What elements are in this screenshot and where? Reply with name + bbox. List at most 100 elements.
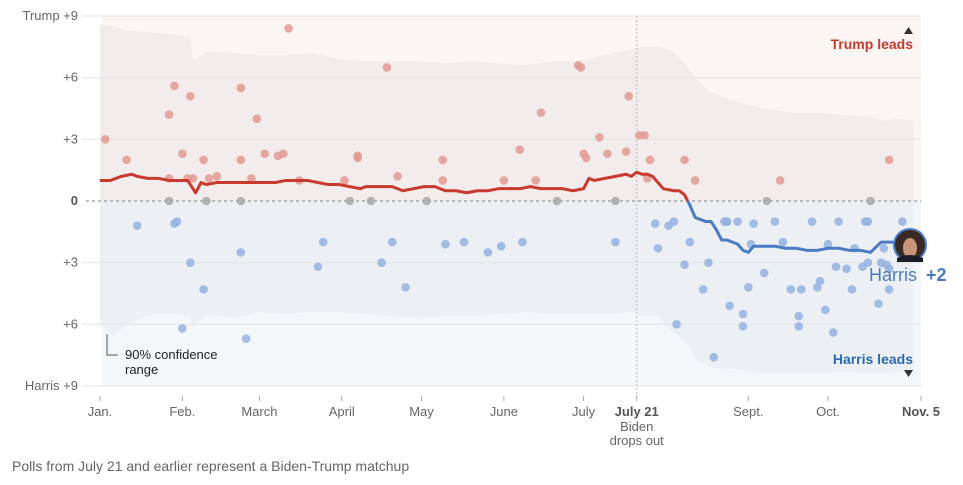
poll-dot [698, 285, 708, 294]
poll-dot [178, 324, 187, 333]
poll-dot [738, 322, 748, 331]
poll-dot [164, 196, 174, 206]
x-tick-sublabel: Biden [620, 419, 653, 434]
confidence-label-line2: range [125, 362, 158, 377]
gridlines [82, 15, 921, 387]
poll-dot [722, 217, 732, 226]
poll-dot [863, 217, 873, 226]
footnote: Polls from July 21 and earlier represent… [12, 458, 410, 474]
poll-dot [204, 174, 214, 183]
poll-dot [199, 285, 208, 294]
y-axis: Trump +9 +6 +3 0 +3 +6 Harris +9 [22, 8, 78, 393]
x-tick-label: Nov. 5 [902, 404, 940, 419]
poll-dot [459, 237, 469, 247]
poll-dot [807, 217, 817, 226]
poll-dot [621, 147, 631, 156]
poll-dot [188, 174, 198, 183]
poll-dot [842, 264, 851, 274]
poll-dot [775, 176, 785, 185]
poll-dot [499, 176, 509, 185]
poll-dot [640, 130, 649, 140]
poll-dot [884, 285, 894, 294]
poll-dot [518, 237, 527, 247]
poll-dot [669, 217, 679, 226]
poll-dot [738, 309, 748, 319]
harris-leads-label: Harris leads [833, 351, 913, 367]
poll-dot [581, 153, 591, 163]
poll-dot [847, 285, 857, 294]
poll-dot [441, 239, 450, 249]
poll-dot [829, 328, 838, 337]
poll-dot [164, 110, 174, 119]
x-tick-label: April [329, 404, 355, 419]
poll-dot [879, 243, 889, 253]
poll-dot [178, 149, 187, 159]
poll-dot [552, 196, 562, 206]
poll-dot [704, 258, 713, 267]
poll-dot [172, 217, 182, 226]
confidence-band-upper [100, 24, 914, 201]
poll-dot [483, 248, 493, 257]
x-tick-label: July [572, 404, 596, 419]
poll-dot [101, 135, 110, 144]
poll-dot [247, 174, 256, 183]
poll-dot [863, 258, 873, 267]
current-margin-label: Harris +2 [869, 265, 947, 285]
poll-dot [651, 219, 660, 228]
poll-dot [680, 155, 689, 165]
confidence-band-layer [100, 24, 914, 374]
poll-dot [786, 285, 796, 294]
poll-dot [794, 322, 804, 331]
poll-dot [770, 217, 780, 226]
poll-dot [821, 305, 830, 315]
poll-dot [186, 258, 195, 267]
annotations: Trump leads Harris leads 90% confidence … [106, 27, 947, 377]
poll-dot [313, 262, 323, 272]
x-tick-sublabel: drops out [610, 433, 665, 448]
down-arrow-icon [904, 370, 913, 377]
poll-dot [252, 114, 262, 124]
x-tick-label: July 21 [615, 404, 659, 419]
poll-dot [725, 301, 734, 311]
y-tick-label: +3 [63, 131, 78, 146]
poll-dot [797, 285, 806, 294]
x-tick-label: Oct. [816, 404, 840, 419]
poll-dot [749, 219, 758, 228]
harris-trend-line [686, 200, 914, 254]
poll-dot [815, 276, 825, 286]
poll-dot [884, 264, 894, 274]
poll-dot [672, 320, 681, 329]
poll-dot [345, 196, 355, 206]
x-tick-label: Sept. [733, 404, 763, 419]
poll-dot [422, 196, 432, 206]
poll-dot [653, 243, 663, 253]
trend-lines [100, 170, 914, 254]
poll-dot [874, 299, 883, 309]
poll-dot [186, 91, 195, 101]
poll-dot [236, 196, 246, 206]
poll-dot [236, 155, 246, 165]
y-tick-label: Trump +9 [22, 8, 78, 23]
poll-dot [496, 241, 506, 251]
x-tick-label: Feb. [169, 404, 195, 419]
x-tick-label: March [241, 404, 277, 419]
poll-dot [709, 352, 719, 362]
poll-dot [199, 155, 208, 165]
poll-dot [733, 217, 742, 226]
poll-dot [778, 237, 788, 247]
poll-dot [884, 155, 894, 165]
poll-dot [132, 221, 142, 230]
x-axis: Jan. Feb. March April May June July July 21Bide… [88, 396, 940, 448]
poll-dot [611, 237, 620, 247]
poll-dot [762, 196, 772, 206]
poll-dot [318, 237, 328, 247]
confidence-pointer [106, 334, 118, 356]
poll-dot [759, 268, 769, 278]
poll-dot [438, 176, 448, 185]
y-tick-label: +3 [63, 255, 78, 270]
poll-dot [603, 149, 612, 159]
poll-dots [101, 24, 907, 362]
trump-trend-line [100, 170, 690, 202]
x-tick-label: May [409, 404, 434, 419]
